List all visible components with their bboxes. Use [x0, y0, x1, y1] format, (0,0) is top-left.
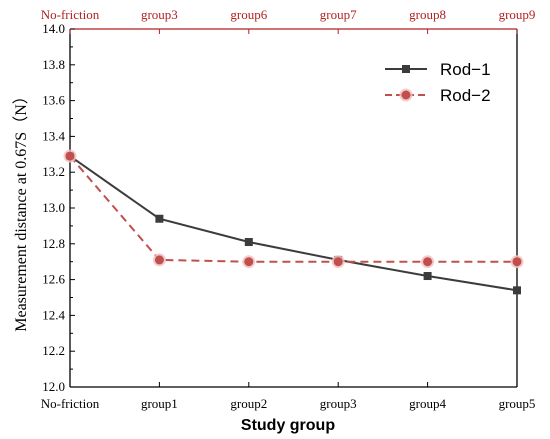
data-point-square [423, 272, 432, 281]
data-point-circle [244, 257, 254, 267]
legend-marker-square [402, 65, 410, 73]
x-tick-label: group4 [409, 396, 446, 411]
y-tick-label: 13.2 [42, 164, 65, 179]
x-axis-title: Study group [241, 417, 335, 434]
y-tick-label: 14.0 [42, 21, 65, 36]
x-tick-label: group1 [141, 396, 178, 411]
legend-label-2: Rod−2 [440, 86, 491, 105]
y-tick-label: 12.6 [42, 272, 65, 287]
y-tick-label: 13.6 [42, 93, 65, 108]
y-tick-label: 12.8 [42, 236, 65, 251]
data-point-square [513, 286, 521, 295]
y-tick-label: 13.4 [42, 128, 65, 143]
x-tick-label: No-friction [41, 396, 100, 411]
plot-frame [69, 28, 518, 388]
top-axis: No-friction group3 group6 group7 group8 group… [41, 7, 536, 34]
top-tick-label: group3 [141, 7, 178, 22]
data-point-square [244, 238, 253, 247]
data-point-circle [512, 257, 522, 267]
y-axis: 12.0 12.2 12.4 12.6 12.8 13.0 13.2 13.4 13.6 13.8… [42, 21, 75, 394]
series-line-2 [69, 155, 517, 263]
top-tick-label: group8 [409, 7, 446, 22]
y-tick-label: 13.0 [42, 200, 65, 215]
data-point-circle [65, 151, 75, 161]
y-tick-label: 12.4 [42, 307, 65, 322]
data-point-circle [333, 257, 343, 267]
legend-marker-circle [401, 90, 411, 100]
top-tick-label: group6 [230, 7, 267, 22]
series-layer [63, 149, 524, 295]
series-line-1 [69, 155, 518, 292]
y-axis-title: Measurement distance at 0.67S（N） [12, 88, 30, 332]
y-tick-label: 12.2 [42, 343, 65, 358]
x-tick-label: group5 [499, 396, 536, 411]
y-tick-label: 12.0 [42, 379, 65, 394]
y-tick-label: 13.8 [42, 57, 65, 72]
data-point-circle [423, 257, 433, 267]
legend: Rod−1 Rod−2 [385, 60, 491, 105]
data-point-square [155, 214, 164, 223]
x-tick-label: group2 [230, 396, 267, 411]
data-point-circle [154, 255, 164, 265]
x-tick-label: group3 [320, 396, 357, 411]
top-tick-label: No-friction [41, 7, 100, 22]
top-tick-label: group9 [499, 7, 536, 22]
x-axis: No-friction group1 group2 group3 group4 group… [41, 382, 536, 411]
legend-label-1: Rod−1 [440, 60, 491, 79]
top-tick-label: group7 [320, 7, 357, 22]
